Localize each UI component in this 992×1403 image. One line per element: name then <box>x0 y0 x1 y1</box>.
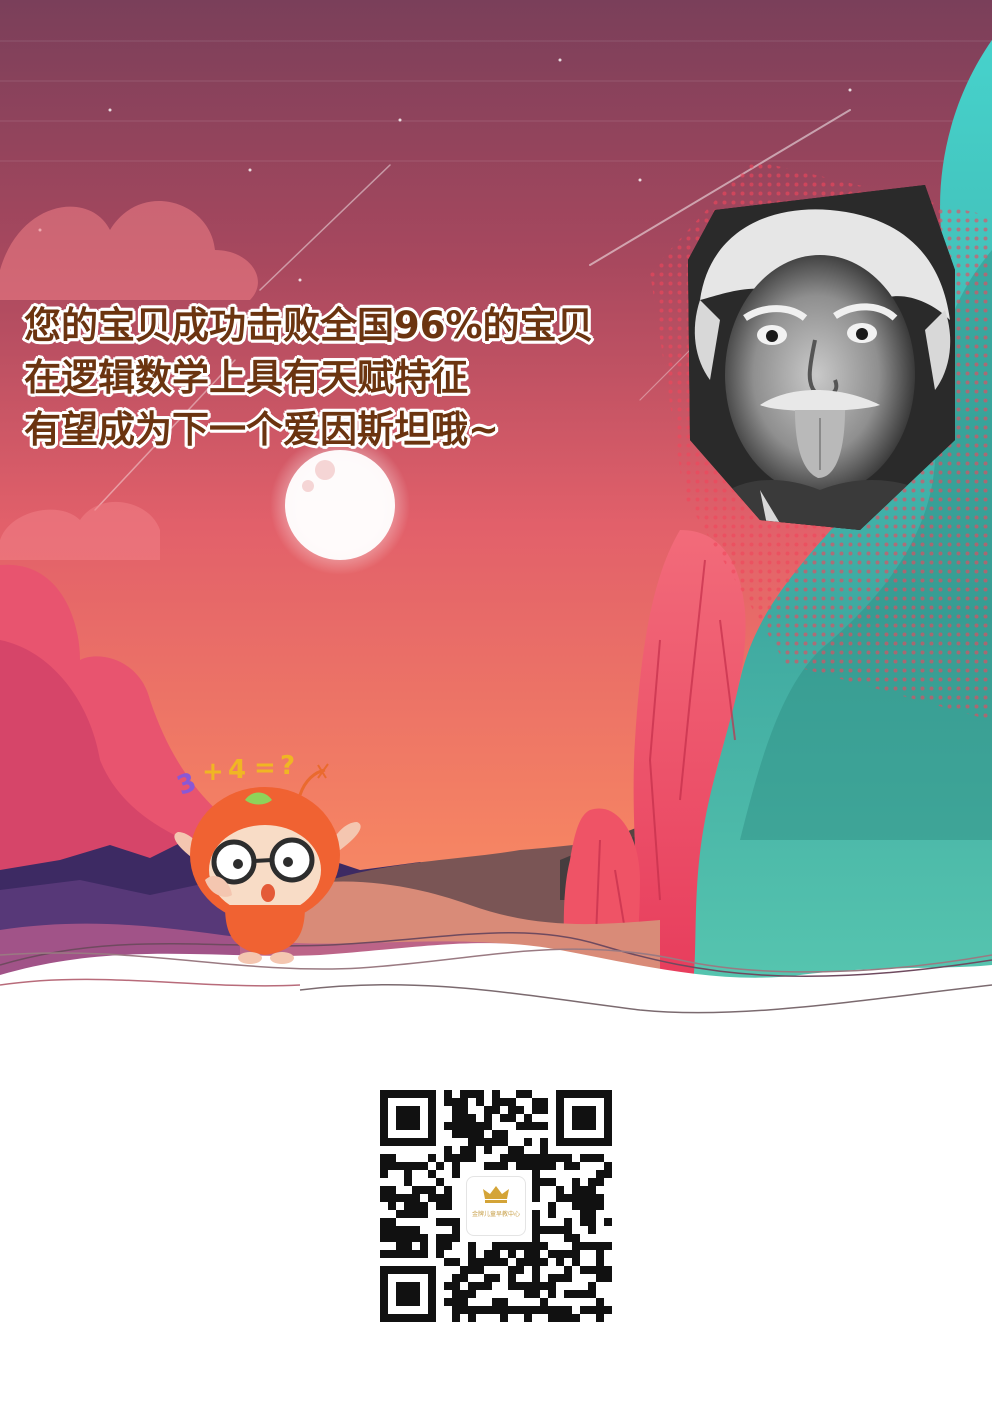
background-scene: 3 + 4 = ? <box>0 0 992 1050</box>
crown-icon <box>483 1186 509 1203</box>
qr-code[interactable]: 金牌儿童早教中心 <box>380 1090 612 1322</box>
svg-text:+: + <box>202 757 224 787</box>
mascot-orange-baby: 3 + 4 = ? <box>173 751 361 964</box>
headline-line-2: 在逻辑数学上具有天赋特征 <box>24 356 468 399</box>
qr-code-pattern <box>380 1090 612 1322</box>
headline: 您的宝贝成功击败全国96%的宝贝 在逻辑数学上具有天赋特征 有望成为下一个爱因斯… <box>24 300 594 456</box>
qr-logo-text: 金牌儿童早教中心 <box>471 1211 520 1218</box>
svg-text:4: 4 <box>228 755 246 785</box>
headline-line-1: 您的宝贝成功击败全国96%的宝贝 <box>24 304 594 347</box>
svg-text:?: ? <box>280 751 295 781</box>
svg-text:=: = <box>254 753 276 783</box>
qr-center-logo: 金牌儿童早教中心 <box>466 1176 526 1236</box>
headline-line-3: 有望成为下一个爱因斯坦哦~ <box>24 408 500 451</box>
